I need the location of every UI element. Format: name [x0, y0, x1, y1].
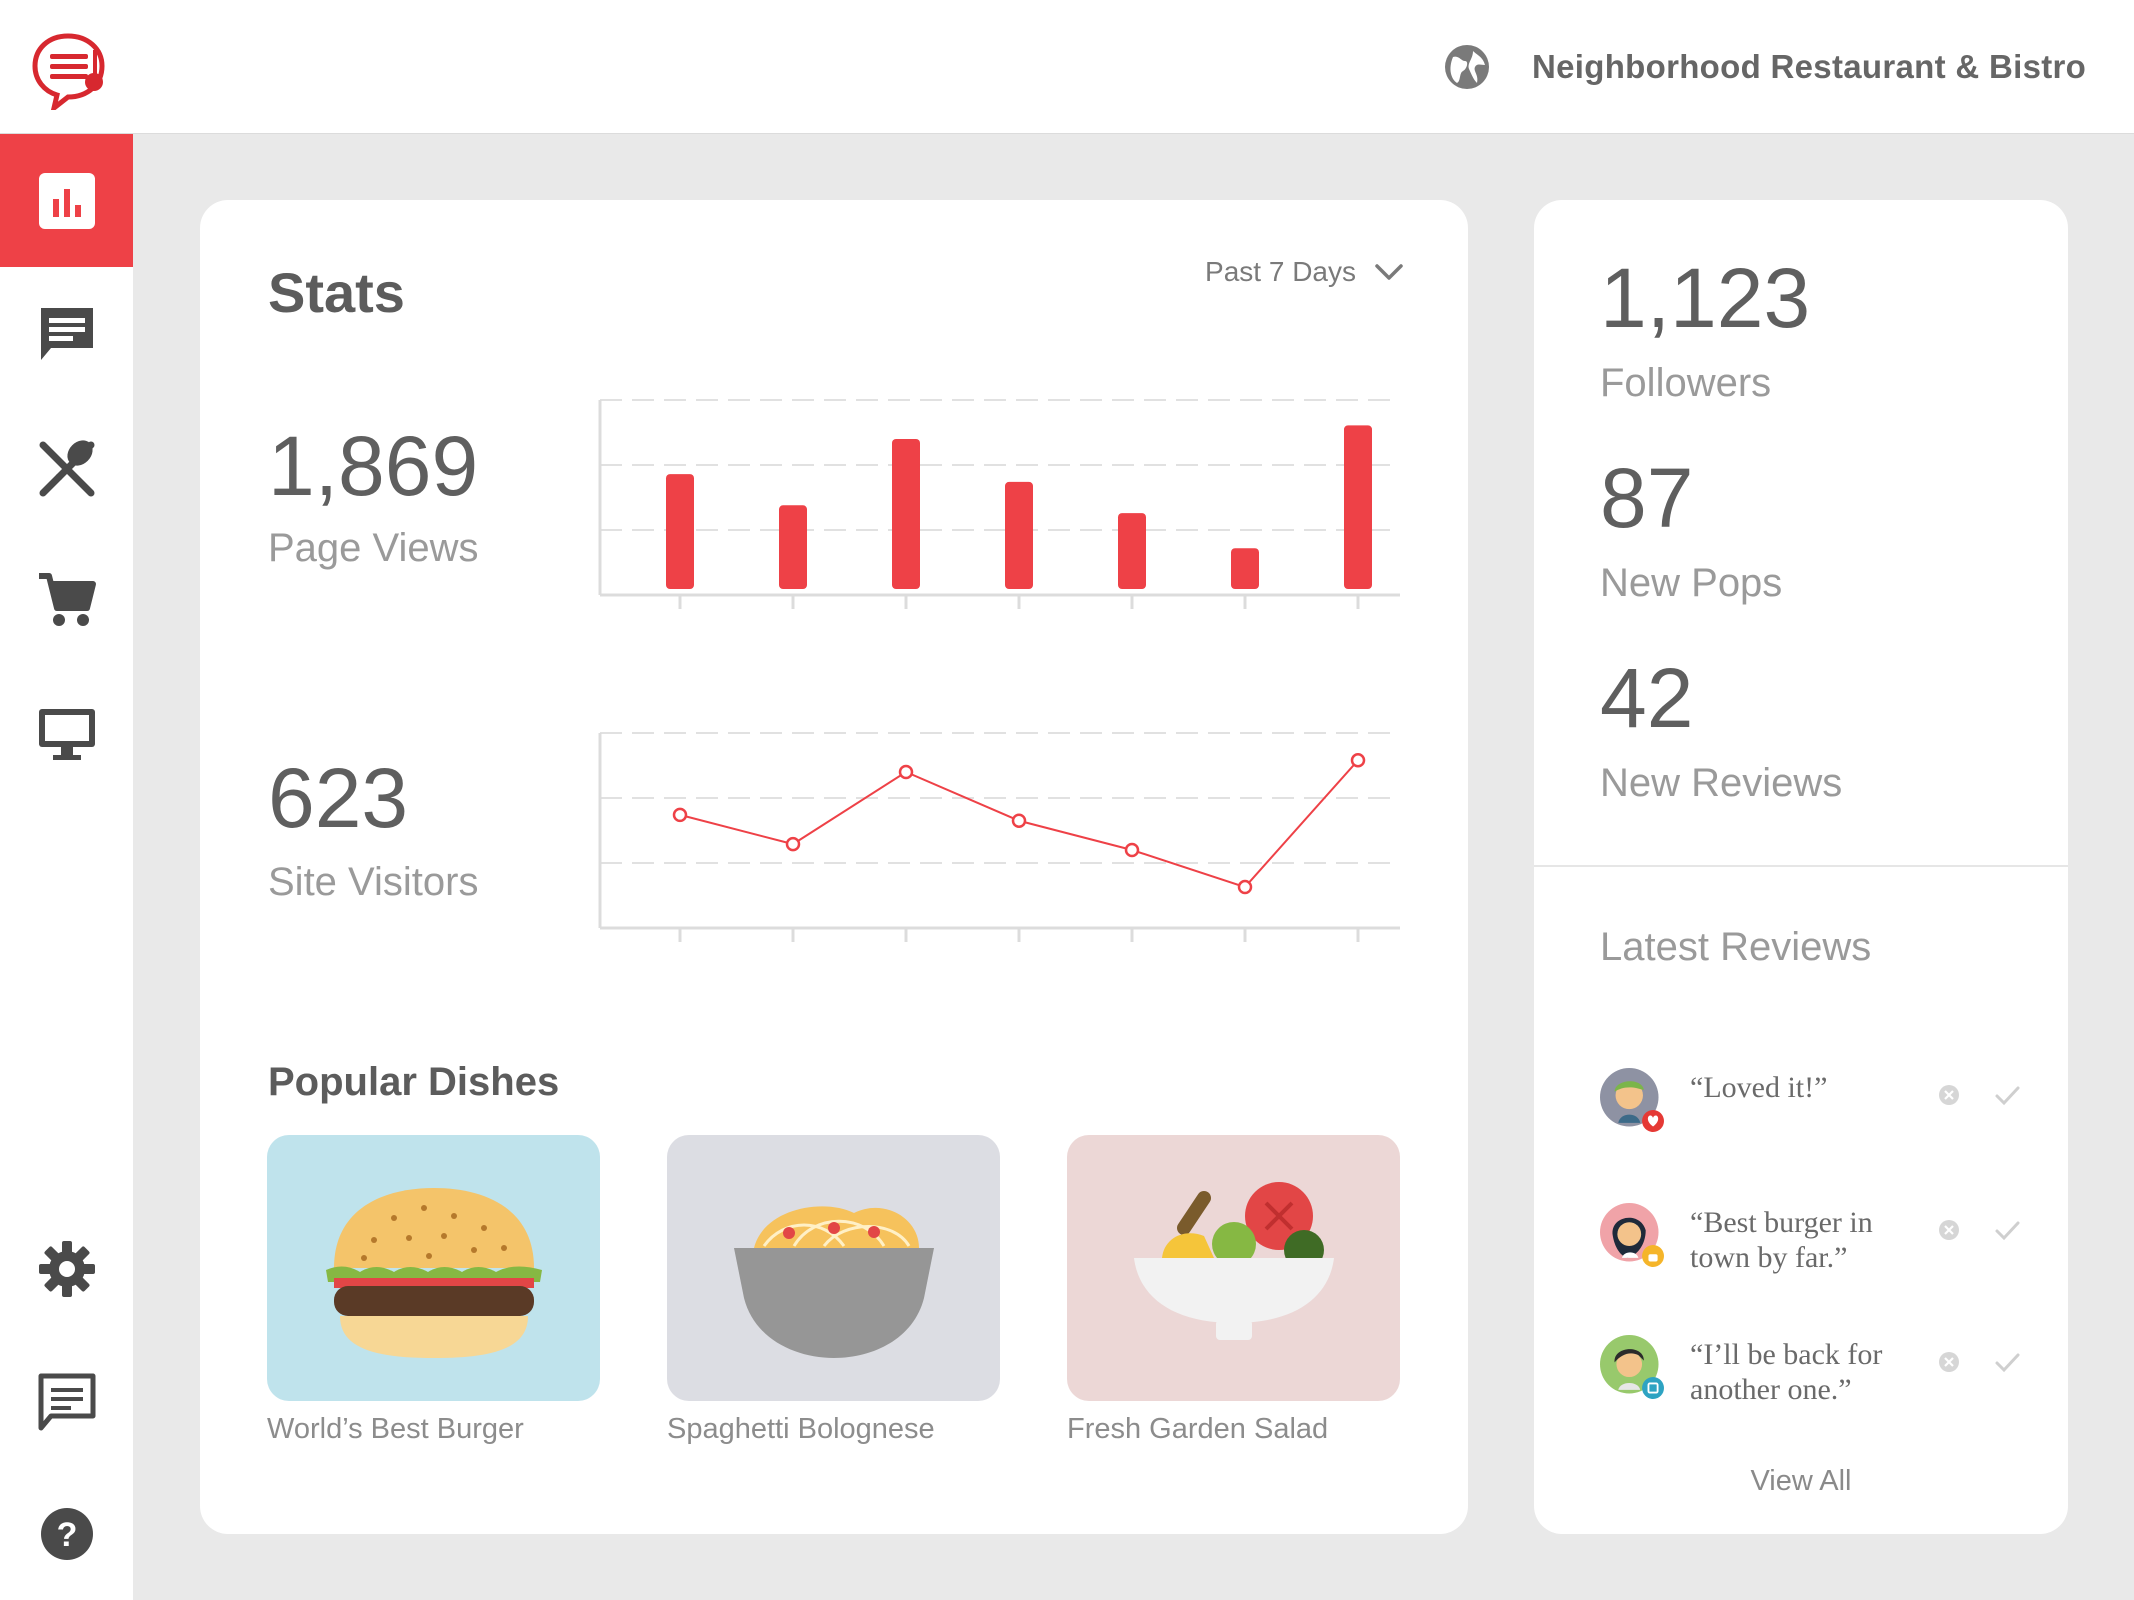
avatar: [1600, 1068, 1664, 1132]
stats-card: Stats Past 7 Days 1,869 Page Views 623 S…: [200, 200, 1468, 1534]
dish-name: World’s Best Burger: [267, 1413, 524, 1445]
sidebar-item-settings[interactable]: [0, 1202, 133, 1335]
bar-6: [1231, 548, 1259, 589]
message-icon: [40, 307, 93, 360]
followers-value: 1,123: [1600, 251, 1811, 345]
help-icon: ?: [40, 1507, 93, 1560]
sidebar-item-orders[interactable]: [0, 533, 133, 666]
sidebar-item-menu[interactable]: [0, 400, 133, 533]
dish-name: Fresh Garden Salad: [1067, 1413, 1329, 1445]
svg-text:?: ?: [56, 1516, 77, 1554]
dish-name: Spaghetti Bolognese: [667, 1413, 935, 1445]
dish-image: [1067, 1135, 1400, 1401]
new-reviews-value: 42: [1600, 651, 1694, 745]
sidebar-item-feedback[interactable]: [0, 1335, 133, 1468]
review-text: “Best burger in town by far.”: [1690, 1206, 1873, 1274]
popular-dishes-title: Popular Dishes: [268, 1060, 560, 1104]
stats-title: Stats: [268, 261, 405, 324]
monitor-icon: [38, 708, 95, 760]
point-7: [1350, 753, 1366, 768]
sidebar-item-stats[interactable]: [0, 134, 133, 267]
chat-menu-logo-icon[interactable]: [30, 30, 110, 110]
sidebar-item-messages[interactable]: [0, 267, 133, 400]
latest-reviews-title: Latest Reviews: [1600, 925, 1872, 969]
feedback-icon: [38, 1373, 95, 1430]
point-2: [785, 836, 801, 852]
summary-card: 1,123 Followers 87 New Pops 42 New Revie…: [1534, 200, 2068, 1534]
avatar: [1600, 1335, 1664, 1399]
chevron-down-icon: [1375, 264, 1403, 280]
gear-icon: [38, 1240, 95, 1297]
approve-check-icon[interactable]: [1992, 1215, 2022, 1245]
dismiss-icon[interactable]: [1938, 1084, 1960, 1106]
dish-card-burger[interactable]: World’s Best Burger: [267, 1135, 600, 1446]
site-visitors-line-chart: [598, 732, 1400, 942]
cart-icon: [38, 572, 96, 626]
bar-7: [1344, 425, 1372, 589]
dish-image: [667, 1135, 1000, 1401]
followers-label: Followers: [1600, 361, 1772, 405]
review-item[interactable]: “Loved it!”: [1600, 1068, 2020, 1148]
page-views-label: Page Views: [268, 526, 479, 570]
sidebar-item-help[interactable]: ?: [0, 1467, 133, 1600]
spaghetti-bowl-icon: [733, 1206, 934, 1358]
date-range-dropdown[interactable]: Past 7 Days: [1205, 256, 1404, 288]
utensils-icon: [39, 439, 94, 496]
new-pops-value: 87: [1600, 451, 1694, 545]
bar-1: [666, 474, 694, 589]
approve-check-icon[interactable]: [1992, 1080, 2022, 1110]
restaurant-name: Neighborhood Restaurant & Bistro: [1532, 48, 2087, 85]
point-4: [1011, 813, 1027, 828]
divider: [1534, 865, 2068, 867]
new-reviews-label: New Reviews: [1600, 761, 1843, 805]
globe-icon[interactable]: [1443, 43, 1491, 91]
date-range-label: Past 7 Days: [1205, 256, 1356, 287]
point-5: [1124, 842, 1140, 858]
new-pops-label: New Pops: [1600, 561, 1783, 605]
avatar: [1600, 1203, 1664, 1267]
review-text: “Loved it!”: [1690, 1071, 1828, 1104]
dish-card-salad[interactable]: Fresh Garden Salad: [1067, 1135, 1400, 1446]
dismiss-icon[interactable]: [1938, 1351, 1960, 1373]
page-views-value: 1,869: [268, 419, 479, 513]
bar-4: [1005, 481, 1033, 589]
salad-bowl-icon: [1133, 1182, 1334, 1340]
view-all-link[interactable]: View All: [1750, 1465, 1852, 1497]
point-6: [1237, 879, 1253, 895]
approve-check-icon[interactable]: [1992, 1347, 2022, 1377]
top-bar: Neighborhood Restaurant & Bistro: [0, 0, 2134, 134]
dish-card-spaghetti[interactable]: Spaghetti Bolognese: [667, 1135, 1000, 1446]
dismiss-icon[interactable]: [1938, 1219, 1960, 1241]
bar-3: [892, 439, 920, 589]
bar-chart-icon: [38, 172, 95, 229]
point-3: [898, 764, 914, 780]
sidebar-item-website[interactable]: [0, 666, 133, 799]
burger-icon: [325, 1188, 542, 1358]
page-views-bar-chart: [598, 399, 1400, 609]
point-1: [672, 807, 688, 823]
review-item[interactable]: “Best burger in town by far.”: [1600, 1203, 2020, 1283]
review-item[interactable]: “I’ll be back for another one.”: [1600, 1335, 2020, 1415]
dish-image: [267, 1135, 600, 1401]
bar-5: [1118, 513, 1146, 589]
site-visitors-label: Site Visitors: [268, 860, 479, 904]
review-text: “I’ll be back for another one.”: [1690, 1338, 1883, 1406]
sidebar: ?: [0, 134, 133, 1600]
bar-2: [779, 505, 807, 589]
site-visitors-value: 623: [268, 751, 409, 845]
